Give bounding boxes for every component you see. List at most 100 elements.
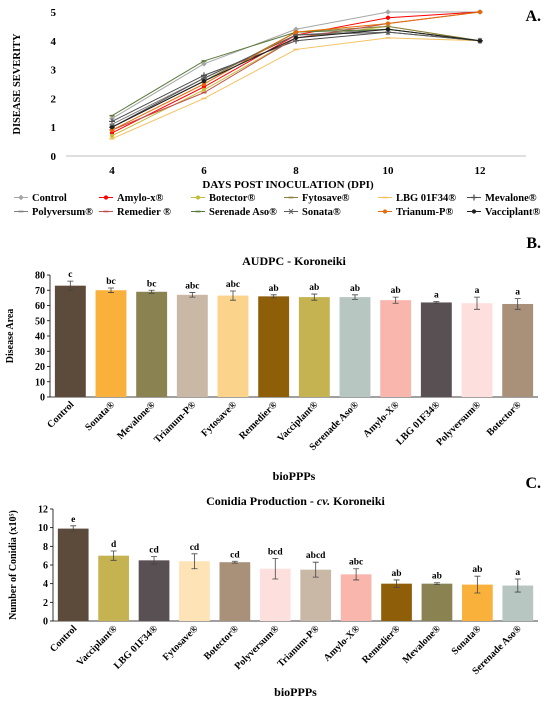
panel-label-c: C. xyxy=(525,475,541,492)
bar-group: e Control xyxy=(48,515,89,655)
y-axis-label-b: Disease Area xyxy=(5,309,16,364)
legend-label: Sonata® xyxy=(302,207,341,218)
bar-group: ab Sonata® xyxy=(450,565,493,657)
bar xyxy=(380,300,412,397)
bar xyxy=(381,583,412,621)
x-tick-label-c: Remedier® xyxy=(360,623,403,666)
significance-letter: abc xyxy=(226,280,240,290)
y-tick-label-a: 0 xyxy=(51,151,57,163)
y-tick-label-a: 3 xyxy=(51,65,57,77)
y-axis-label-c: Number of Conidia (x10⁵) xyxy=(8,510,19,620)
y-tick-label-a: 2 xyxy=(51,93,57,105)
bar xyxy=(420,302,452,397)
legend-label: Fytosave® xyxy=(302,193,350,204)
chart-title-c: Conidia Production - cv. Koroneiki xyxy=(206,494,385,508)
error-bar xyxy=(353,568,360,581)
x-tick-label-a: 12 xyxy=(475,165,487,177)
error-bar xyxy=(474,575,481,594)
significance-letter: ab xyxy=(350,284,360,294)
data-point xyxy=(109,130,115,136)
significance-letter: d xyxy=(111,540,117,550)
error-bar xyxy=(231,560,238,564)
x-axis-label-a: DAYS POST INOCULATION (DPI) xyxy=(202,179,374,191)
legend-entry-11: Trianum-P® xyxy=(378,207,453,218)
legend-swatch-marker xyxy=(382,196,388,199)
legend-entry-5: LBG 01F34® xyxy=(378,193,456,204)
bar xyxy=(217,295,249,397)
series-line xyxy=(111,31,481,128)
significance-letter: ab xyxy=(391,286,401,296)
x-tick-label-c: LBG 01F34® xyxy=(112,623,161,672)
bar xyxy=(300,569,332,621)
significance-letter: abcd xyxy=(306,551,326,561)
error-bar xyxy=(312,561,319,578)
significance-letter: c xyxy=(68,270,72,280)
bar-group: bc Sonata® xyxy=(83,277,127,433)
series-10 xyxy=(109,29,483,131)
error-bar xyxy=(514,578,521,593)
legend-label: Vacciplant® xyxy=(485,207,540,218)
error-bar xyxy=(433,582,440,585)
error-bar xyxy=(189,292,196,298)
legend-entry-1: Control xyxy=(14,193,67,204)
legend-swatch-marker xyxy=(195,195,201,200)
error-bar xyxy=(191,553,198,570)
y-axis-label-a: DISEASE SEVERITY xyxy=(12,33,23,135)
data-point xyxy=(201,84,207,89)
x-tick-label-b: Sonata® xyxy=(83,399,117,433)
data-point xyxy=(109,133,115,138)
y-tick-label-b: 10 xyxy=(35,377,45,388)
significance-letter: ab xyxy=(392,569,402,579)
data-point xyxy=(293,30,299,35)
significance-letter: a xyxy=(475,286,480,296)
significance-letter: cd xyxy=(190,543,200,553)
data-point xyxy=(109,127,115,133)
y-tick-label-c: 4 xyxy=(43,579,48,590)
error-bar xyxy=(514,298,521,310)
legend-label: Mevalone® xyxy=(485,193,537,204)
significance-letter: abc xyxy=(349,558,363,568)
significance-letter: a xyxy=(434,291,439,301)
legend-entry-12: Vacciplant® xyxy=(467,207,540,218)
panel-label-a: A. xyxy=(525,8,541,25)
significance-letter: ab xyxy=(432,572,442,582)
y-tick-label-c: 10 xyxy=(38,523,48,534)
error-bar xyxy=(272,558,279,580)
x-axis-label-c: bioPPPs xyxy=(274,685,317,699)
legend-entry-10: Sonata® xyxy=(284,207,341,218)
data-point xyxy=(385,9,391,15)
legend-entry-7: Polyversum® xyxy=(14,207,93,218)
error-bar xyxy=(474,296,480,310)
x-tick-label-a: 4 xyxy=(109,165,115,177)
series-line xyxy=(111,37,481,140)
y-tick-label-c: 8 xyxy=(43,542,48,553)
legend-entry-8: Remedier ® xyxy=(99,207,171,218)
legend-label: Remedier ® xyxy=(117,207,171,218)
x-tick-label-c: Amylo-X® xyxy=(322,623,363,664)
data-point xyxy=(201,61,207,67)
error-bar xyxy=(393,579,400,588)
data-point xyxy=(109,118,115,125)
y-tick-label-a: 4 xyxy=(51,36,57,48)
error-bar xyxy=(392,296,399,304)
bar xyxy=(176,294,208,397)
legend-swatch-marker xyxy=(195,210,201,213)
x-tick-label-c: Trianum-P® xyxy=(276,623,323,670)
bar-group: ab Remedier® xyxy=(237,284,290,442)
legend-swatch-marker xyxy=(103,195,109,200)
title-part-italic: cv. xyxy=(317,494,330,508)
bar-group: c Control xyxy=(45,270,86,431)
x-tick-label-a: 8 xyxy=(293,165,299,177)
bar xyxy=(136,291,168,397)
x-tick-label-c: Fytosave® xyxy=(161,623,201,663)
y-tick-label-c: 2 xyxy=(43,598,48,609)
data-point xyxy=(293,35,299,41)
bar xyxy=(219,562,251,621)
error-bar xyxy=(311,293,318,301)
data-point xyxy=(201,60,207,62)
x-tick-label-a: 10 xyxy=(383,165,395,177)
x-tick-label-c: Sonata® xyxy=(450,623,484,657)
bar xyxy=(179,561,210,621)
data-point xyxy=(201,91,207,94)
